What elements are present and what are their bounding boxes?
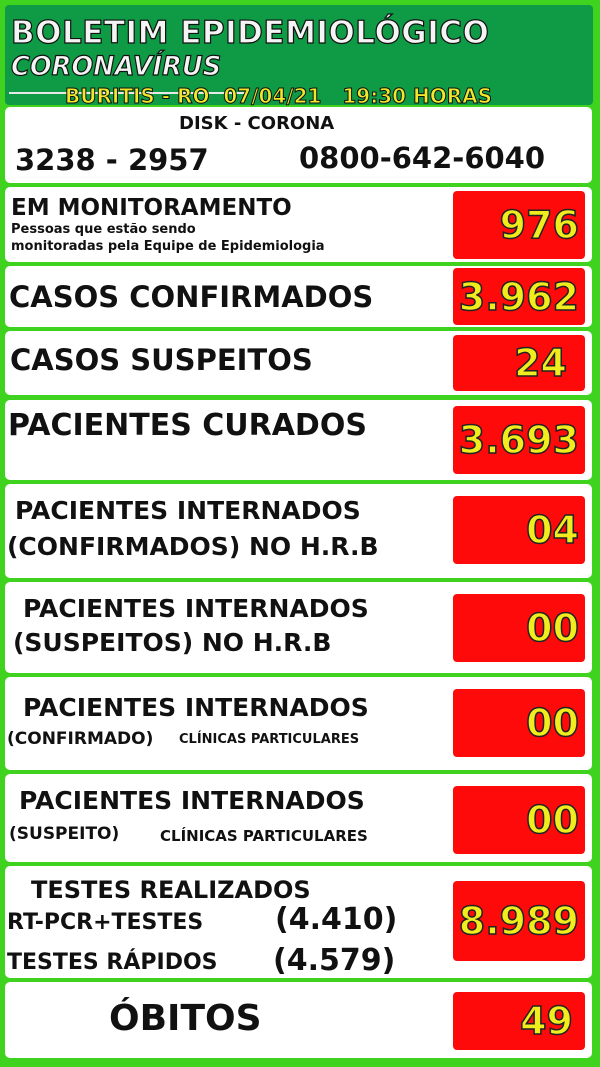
monitoramento-label: EM MONITORAMENTO bbox=[11, 195, 292, 221]
suspeitos-value-box: 24 bbox=[453, 335, 585, 391]
divider bbox=[9, 92, 246, 94]
internados-confirmado-clinicas-row: PACIENTES INTERNADOS (CONFIRMADO) CLÍNIC… bbox=[5, 677, 592, 770]
int-conf-clin-value: 00 bbox=[525, 700, 579, 746]
int-conf-hrb-value-box: 04 bbox=[453, 496, 585, 564]
rtpcr-value: (4.410) bbox=[275, 902, 398, 937]
int-conf-hrb-label-2: (CONFIRMADOS) NO H.R.B bbox=[7, 532, 379, 561]
suspeitos-value: 24 bbox=[513, 340, 567, 386]
confirmados-value: 3.962 bbox=[458, 274, 580, 320]
monitoramento-value: 976 bbox=[499, 202, 580, 248]
testes-label: TESTES REALIZADOS bbox=[31, 876, 311, 904]
int-susp-clin-value: 00 bbox=[525, 797, 579, 843]
int-conf-clin-label-2a: (CONFIRMADO) bbox=[7, 729, 154, 749]
internados-suspeito-clinicas-row: PACIENTES INTERNADOS (SUSPEITO) CLÍNICAS… bbox=[5, 774, 592, 862]
int-susp-clin-value-box: 00 bbox=[453, 786, 585, 854]
suspeitos-label: CASOS SUSPEITOS bbox=[10, 343, 313, 377]
header: BOLETIM EPIDEMIOLÓGICO CORONAVÍRUS BURIT… bbox=[5, 5, 593, 109]
int-susp-clin-label-1: PACIENTES INTERNADOS bbox=[19, 786, 365, 815]
int-susp-hrb-label-2: (SUSPEITOS) NO H.R.B bbox=[13, 628, 332, 657]
obitos-row: ÓBITOS 49 bbox=[5, 982, 592, 1058]
internados-confirmados-hrb-row: PACIENTES INTERNADOS (CONFIRMADOS) NO H.… bbox=[5, 484, 592, 578]
monitoramento-value-box: 976 bbox=[453, 191, 585, 259]
rtpcr-label: RT-PCR+TESTES bbox=[7, 910, 204, 935]
confirmados-row: CASOS CONFIRMADOS 3.962 bbox=[5, 266, 592, 327]
curados-value: 3.693 bbox=[458, 417, 580, 463]
int-conf-clin-value-box: 00 bbox=[453, 689, 585, 757]
int-conf-clin-label-1: PACIENTES INTERNADOS bbox=[23, 693, 369, 722]
internados-suspeitos-hrb-row: PACIENTES INTERNADOS (SUSPEITOS) NO H.R.… bbox=[5, 582, 592, 673]
curados-row: PACIENTES CURADOS 3.693 bbox=[5, 400, 592, 480]
location-date: BURITIS - RO 07/04/21 19:30 HORAS bbox=[64, 84, 493, 109]
curados-value-box: 3.693 bbox=[453, 406, 585, 474]
disk-title: DISK - CORONA bbox=[179, 113, 335, 134]
phone-1: 3238 - 2957 bbox=[15, 143, 209, 177]
testes-row: TESTES REALIZADOS RT-PCR+TESTES (4.410) … bbox=[5, 866, 592, 978]
int-conf-hrb-label-1: PACIENTES INTERNADOS bbox=[15, 496, 361, 525]
int-susp-hrb-value-box: 00 bbox=[453, 594, 585, 662]
int-susp-hrb-label-1: PACIENTES INTERNADOS bbox=[23, 594, 369, 623]
int-susp-clin-label-2a: (SUSPEITO) bbox=[9, 824, 120, 844]
obitos-value-box: 49 bbox=[453, 992, 585, 1050]
rapidos-label: TESTES RÁPIDOS bbox=[7, 950, 218, 975]
monitoramento-desc-2: monitoradas pela Equipe de Epidemiologia bbox=[11, 239, 325, 254]
int-susp-hrb-value: 00 bbox=[525, 605, 579, 651]
disk-corona-panel: DISK - CORONA 3238 - 2957 0800-642-6040 bbox=[5, 107, 592, 183]
suspeitos-row: CASOS SUSPEITOS 24 bbox=[5, 331, 592, 395]
testes-value: 8.989 bbox=[458, 898, 580, 944]
rapidos-value: (4.579) bbox=[273, 943, 396, 978]
confirmados-value-box: 3.962 bbox=[453, 268, 585, 325]
curados-label: PACIENTES CURADOS bbox=[8, 408, 367, 443]
monitoramento-row: EM MONITORAMENTO Pessoas que estão sendo… bbox=[5, 187, 592, 262]
int-conf-clin-label-2b: CLÍNICAS PARTICULARES bbox=[179, 732, 360, 747]
phone-2: 0800-642-6040 bbox=[299, 141, 546, 175]
subtitle: CORONAVÍRUS bbox=[10, 50, 222, 82]
title: BOLETIM EPIDEMIOLÓGICO bbox=[10, 14, 490, 51]
int-susp-clin-label-2b: CLÍNICAS PARTICULARES bbox=[160, 827, 368, 845]
confirmados-label: CASOS CONFIRMADOS bbox=[9, 280, 374, 314]
testes-value-box: 8.989 bbox=[453, 881, 585, 961]
monitoramento-desc-1: Pessoas que estão sendo bbox=[11, 222, 196, 237]
obitos-value: 49 bbox=[519, 998, 573, 1044]
obitos-label: ÓBITOS bbox=[109, 998, 262, 1039]
int-conf-hrb-value: 04 bbox=[525, 507, 579, 553]
